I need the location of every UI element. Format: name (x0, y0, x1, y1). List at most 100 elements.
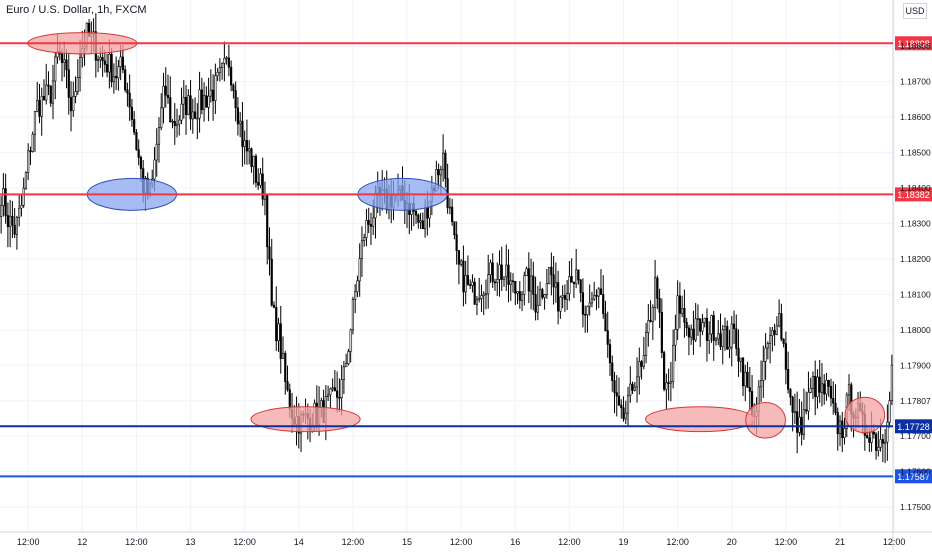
candle-body (669, 380, 672, 384)
currency-label[interactable]: USD (903, 3, 927, 19)
candle-body (787, 369, 790, 390)
y-tick-label: 1.18808 (900, 41, 931, 51)
candle-body (466, 275, 470, 285)
candle-body (155, 143, 158, 161)
candle-body (369, 224, 373, 227)
candle-body (342, 366, 345, 380)
price-tag (895, 419, 932, 434)
candle-body (541, 289, 544, 298)
candle-body (117, 66, 120, 79)
candle-body (60, 53, 64, 63)
candle-body (793, 411, 796, 413)
candle-body (460, 260, 463, 265)
candle-body (554, 282, 557, 288)
candle-body (741, 357, 745, 387)
candle-body (579, 279, 582, 293)
y-tick-label: 1.18200 (900, 254, 931, 264)
price-tag (895, 469, 932, 484)
annotation-ellipse (745, 402, 786, 439)
candle-body (518, 291, 521, 301)
y-tick-label: 1.18500 (900, 148, 931, 158)
candle-body (248, 148, 251, 152)
candle-body (663, 352, 666, 390)
candle-body (701, 322, 704, 332)
candle-body (279, 323, 282, 359)
candle-body (665, 382, 668, 390)
candle-body (593, 295, 596, 300)
candle-body (658, 297, 661, 313)
candle-body (475, 298, 479, 305)
candle-body (759, 380, 763, 388)
candle-body (590, 298, 594, 304)
candle-body (739, 357, 742, 362)
candle-body (191, 111, 194, 120)
candle-body (608, 344, 612, 364)
candle-body (611, 362, 614, 381)
candle-body (712, 315, 715, 341)
candle-body (241, 120, 244, 147)
candle-body (784, 343, 787, 370)
candle-body (888, 400, 891, 423)
candle-body (327, 394, 330, 397)
candle-body (49, 85, 52, 104)
candle-body (525, 268, 528, 276)
y-tick-label: 1.18000 (900, 325, 931, 335)
candle-body (809, 387, 812, 393)
candle-body (286, 381, 289, 391)
candle-body (624, 412, 627, 420)
candle-body (613, 380, 616, 393)
candle-body (534, 294, 537, 313)
annotation-ellipse (645, 406, 756, 433)
x-tick-label: 12 (77, 537, 87, 547)
candle-body (234, 90, 237, 109)
x-tick-label: 14 (294, 537, 304, 547)
candle-body (175, 123, 179, 127)
candle-body (478, 298, 481, 300)
candle-body (356, 280, 359, 293)
candle-body (672, 344, 675, 382)
candle-body (570, 276, 573, 283)
candle-body (780, 313, 783, 340)
candle-body (649, 320, 652, 322)
candle-body (617, 395, 621, 406)
candle-body (820, 383, 824, 393)
candle-body (557, 282, 560, 312)
candle-body (552, 274, 555, 288)
candle-body (221, 63, 224, 69)
candle-body (33, 110, 37, 135)
candle-body (847, 384, 851, 396)
candle-body (464, 275, 467, 293)
candle-body (169, 97, 172, 123)
candle-body (63, 59, 66, 63)
candle-body (577, 269, 580, 281)
candle-body (644, 332, 648, 356)
candle-body (270, 258, 273, 306)
candle-body (654, 277, 657, 308)
candle-body (0, 205, 3, 217)
candle-body (338, 397, 341, 399)
candle-body (365, 220, 368, 238)
candle-body (748, 387, 751, 392)
candle-body (868, 437, 871, 443)
candle-body (414, 210, 418, 216)
candle-body (462, 260, 465, 293)
candle-body (354, 291, 357, 300)
candle-body (36, 100, 39, 112)
candle-body (329, 388, 332, 396)
candle-body (778, 313, 781, 327)
candle-body (568, 276, 571, 294)
candle-body (796, 411, 799, 433)
candle-body (683, 307, 686, 323)
candle-body (2, 188, 5, 207)
candle-body (764, 347, 767, 362)
candle-body (807, 392, 810, 412)
candle-body (744, 371, 747, 387)
candle-body (225, 57, 228, 60)
candle-body (735, 328, 738, 349)
candle-body (128, 92, 131, 108)
candle-body (775, 325, 778, 335)
candle-body (223, 57, 226, 64)
candle-body (180, 103, 183, 121)
